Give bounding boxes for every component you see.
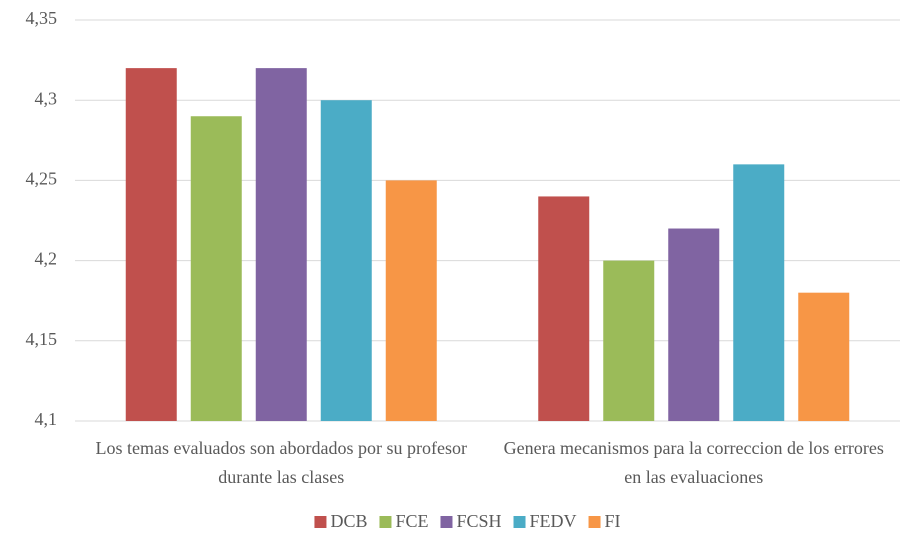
y-tick-label: 4,25	[26, 169, 58, 189]
bar	[385, 180, 437, 421]
x-tick-label: Los temas evaluados son abordados por su…	[95, 438, 467, 487]
y-tick-label: 4,15	[26, 329, 58, 349]
bar	[603, 260, 655, 421]
bar	[798, 292, 850, 421]
bar	[125, 68, 177, 422]
bar	[190, 116, 242, 422]
bar	[668, 228, 720, 421]
y-tick-label: 4,1	[35, 409, 58, 429]
bar	[538, 196, 590, 421]
x-tick-label: Genera mecanismos para la correccion de …	[503, 438, 884, 487]
legend-swatch	[314, 516, 327, 528]
legend-swatch	[440, 516, 453, 528]
legend-label: DCB	[330, 511, 367, 531]
bar	[733, 164, 785, 422]
legend-label: FI	[605, 511, 621, 531]
bar	[255, 68, 307, 422]
legend-label: FEDV	[530, 511, 577, 531]
y-tick-label: 4,3	[35, 88, 58, 108]
legend-label: FCSH	[456, 511, 501, 531]
legend-label: FCE	[395, 511, 428, 531]
bar	[320, 100, 372, 421]
y-tick-label: 4,2	[35, 249, 58, 269]
legend-swatch	[379, 516, 392, 528]
y-tick-label: 4,35	[26, 8, 58, 28]
legend-swatch	[513, 516, 526, 528]
legend-swatch	[588, 516, 601, 528]
